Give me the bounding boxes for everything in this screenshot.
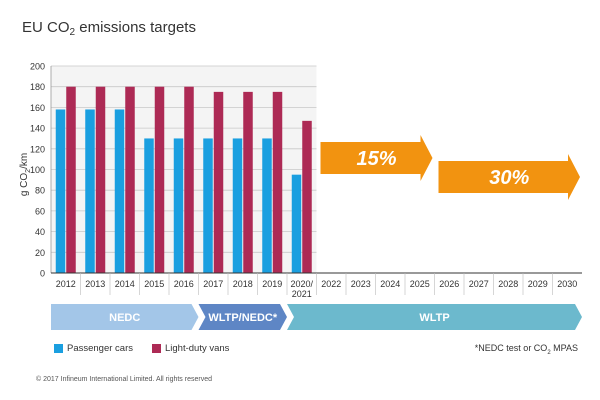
copyright: © 2017 Infineum International Limited. A… — [36, 376, 212, 383]
x-tick-label: 2021 — [292, 289, 312, 299]
bar-light-duty-vans — [302, 120, 312, 273]
bar-passenger-cars — [203, 138, 213, 273]
y-tick-label: 0 — [40, 269, 45, 279]
y-tick-label: 120 — [30, 144, 45, 154]
y-tick-label: 180 — [30, 82, 45, 92]
bar-light-duty-vans — [95, 86, 106, 273]
legend-vans-swatch — [152, 344, 161, 353]
bar-passenger-cars — [55, 109, 66, 273]
bar-light-duty-vans — [213, 91, 224, 273]
chart-title: EU CO2 emissions targets — [22, 19, 196, 38]
bar-light-duty-vans — [243, 91, 253, 273]
x-tick-label: 2015 — [144, 279, 164, 289]
y-tick-label: 160 — [30, 103, 45, 113]
x-tick-label: 2026 — [439, 279, 459, 289]
x-tick-label: 2025 — [410, 279, 430, 289]
y-tick-label: 140 — [30, 124, 45, 134]
x-tick-label: 2022 — [321, 279, 341, 289]
y-tick-label: 40 — [35, 227, 45, 237]
x-tick-label: 2014 — [115, 279, 135, 289]
bar-light-duty-vans — [125, 86, 135, 273]
legend-passenger: Passenger cars — [54, 343, 133, 354]
x-tick-label: 2016 — [174, 279, 194, 289]
x-tick-label: 2024 — [380, 279, 400, 289]
bar-light-duty-vans — [272, 91, 283, 273]
legend-passenger-swatch — [54, 344, 63, 353]
x-tick-label: 2028 — [498, 279, 518, 289]
x-tick-label: 2027 — [469, 279, 489, 289]
x-tick-label: 2030 — [557, 279, 577, 289]
legend-vans: Light-duty vans — [152, 343, 229, 354]
bar-light-duty-vans — [184, 86, 194, 273]
phase-label: NEDC — [109, 312, 140, 324]
y-tick-label: 100 — [30, 165, 45, 175]
x-tick-label: 2018 — [233, 279, 253, 289]
footnote: *NEDC test or CO2 MPAS — [474, 343, 578, 356]
x-tick-label: 2013 — [85, 279, 105, 289]
bar-passenger-cars — [85, 109, 95, 273]
x-tick-label: 2020/ — [290, 279, 313, 289]
x-tick-label: 2029 — [528, 279, 548, 289]
bar-passenger-cars — [114, 109, 125, 273]
phase-label: WLTP/NEDC* — [208, 312, 278, 324]
reduction-label: 30% — [489, 167, 529, 189]
bar-passenger-cars — [262, 138, 272, 273]
bar-passenger-cars — [173, 138, 184, 273]
bar-passenger-cars — [291, 174, 302, 273]
y-tick-label: 20 — [35, 248, 45, 258]
bar-light-duty-vans — [66, 86, 76, 273]
bar-passenger-cars — [144, 138, 154, 273]
reduction-label: 15% — [356, 148, 396, 170]
phase-chevron — [51, 304, 199, 330]
reduction-arrow — [320, 135, 433, 181]
phase-label: WLTP — [419, 312, 449, 324]
x-tick-label: 2012 — [56, 279, 76, 289]
y-tick-label: 60 — [35, 206, 45, 216]
phase-chevron — [287, 304, 582, 330]
x-tick-label: 2017 — [203, 279, 223, 289]
bar-passenger-cars — [232, 138, 243, 273]
bar-light-duty-vans — [154, 86, 165, 273]
x-tick-label: 2019 — [262, 279, 282, 289]
y-tick-label: 200 — [30, 62, 45, 72]
reduction-arrow — [438, 154, 580, 200]
legend-passenger-label: Passenger cars — [67, 343, 134, 354]
x-tick-label: 2023 — [351, 279, 371, 289]
y-tick-label: 80 — [35, 186, 45, 196]
phase-chevron — [198, 304, 287, 330]
legend-vans-label: Light-duty vans — [165, 343, 230, 354]
